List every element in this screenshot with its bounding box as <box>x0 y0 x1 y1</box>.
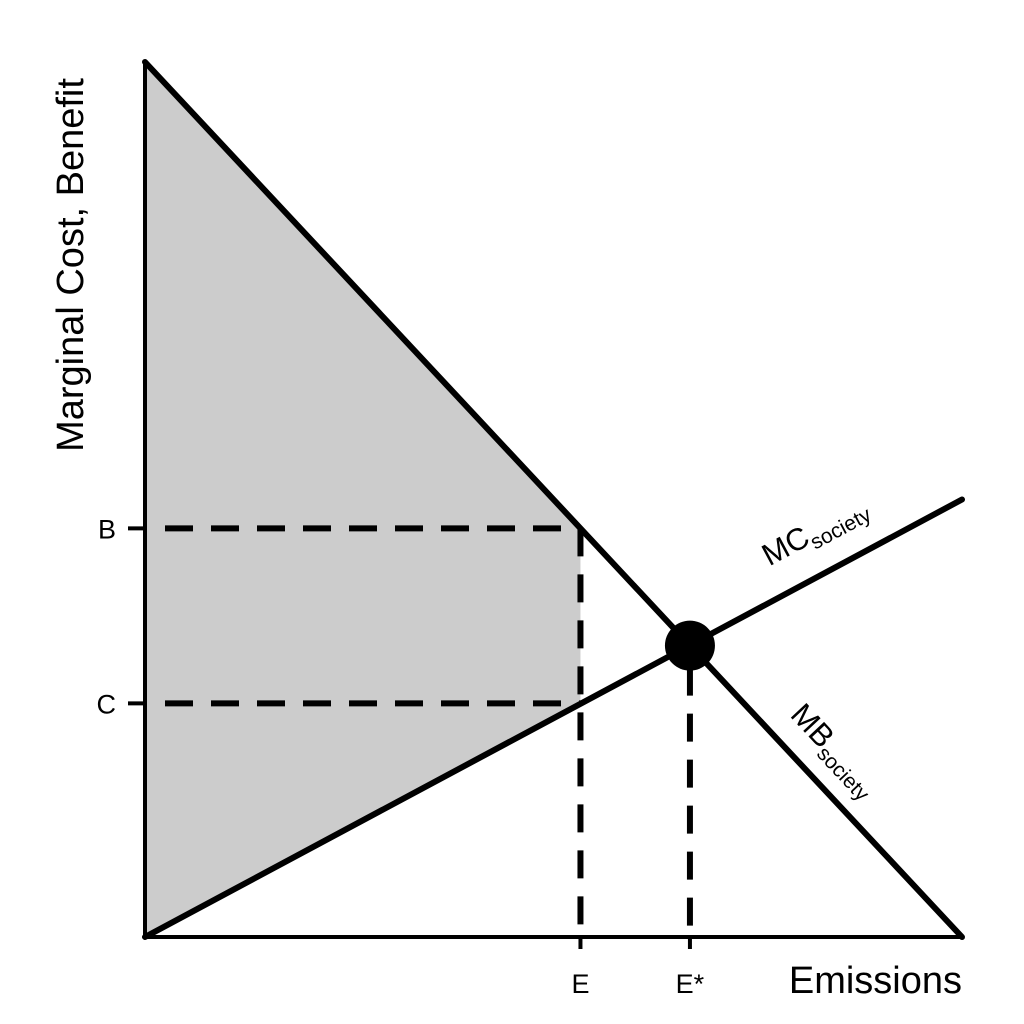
mb-series-label: MBsociety <box>780 697 886 806</box>
y-axis-label: Marginal Cost, Benefit <box>50 78 92 452</box>
x-tick-label-e: E <box>571 969 589 999</box>
x-axis-label: Emissions <box>789 960 962 1002</box>
shaded-area <box>145 62 581 937</box>
mc-line <box>142 496 965 940</box>
mb-line <box>142 59 965 940</box>
mb-label-sub: society <box>812 742 874 806</box>
mc-label-sub: society <box>807 503 876 554</box>
mc-series-label: MCsociety <box>756 488 875 577</box>
svg-text:MBsociety: MBsociety <box>780 697 886 806</box>
svg-text:MCsociety: MCsociety <box>756 488 875 577</box>
equilibrium-point <box>664 620 715 671</box>
y-tick-label-b: B <box>98 514 116 544</box>
x-tick-label-estar: E* <box>676 969 705 999</box>
y-tick-label-c: C <box>97 689 117 719</box>
mc-label-main: MC <box>756 519 815 573</box>
